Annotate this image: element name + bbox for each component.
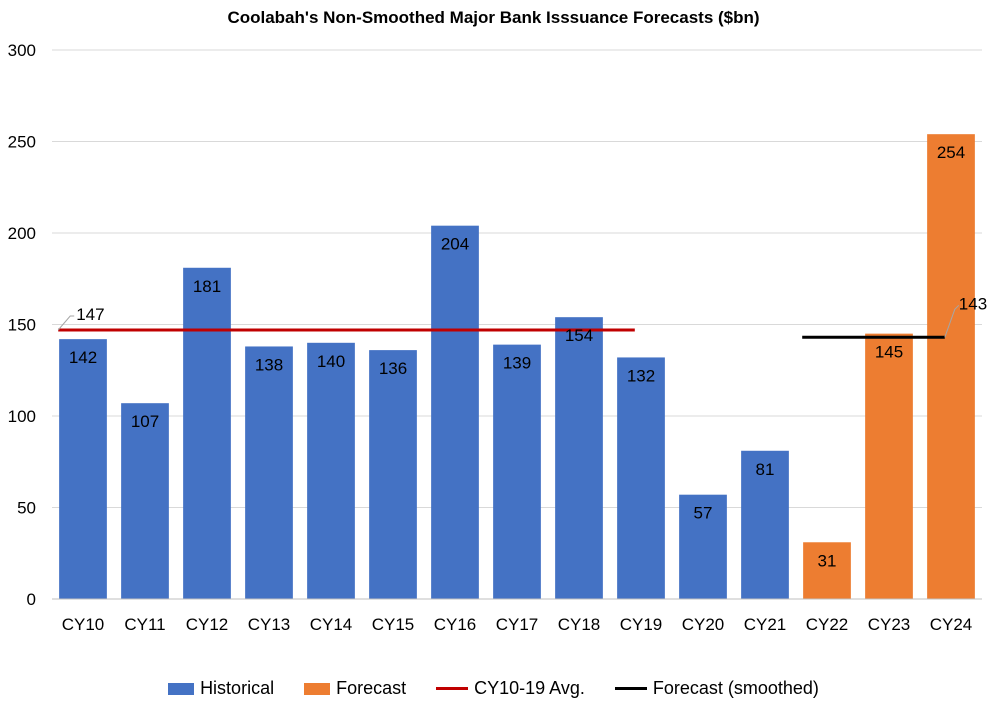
bar	[927, 134, 975, 599]
x-tick-label: CY17	[496, 615, 539, 634]
legend: Historical Forecast CY10-19 Avg. Forecas…	[0, 678, 987, 699]
bar	[245, 346, 293, 599]
legend-swatch-smoothed	[614, 687, 647, 690]
data-label: 139	[503, 354, 531, 373]
legend-swatch-historical	[168, 682, 195, 695]
legend-label-historical: Historical	[200, 678, 275, 698]
bar	[741, 450, 789, 599]
bar	[679, 494, 727, 599]
x-tick-label: CY24	[930, 615, 973, 634]
data-label: 154	[565, 326, 593, 345]
x-tick-label: CY10	[62, 615, 105, 634]
legend-label-smoothed: Forecast (smoothed)	[652, 678, 819, 698]
legend-label-average: CY10-19 Avg.	[474, 678, 585, 698]
x-tick-label: CY20	[682, 615, 725, 634]
data-label: 254	[937, 143, 965, 162]
bar	[369, 350, 417, 599]
leader-line	[944, 304, 960, 338]
legend-label-forecast: Forecast	[336, 678, 407, 698]
bar	[183, 267, 231, 599]
x-tick-label: CY11	[124, 615, 165, 634]
x-tick-label: CY18	[558, 615, 601, 634]
y-tick-label: 50	[17, 499, 36, 518]
y-tick-label: 150	[8, 316, 36, 335]
y-tick-label: 0	[27, 590, 36, 609]
x-tick-label: CY23	[868, 615, 911, 634]
bar	[555, 317, 603, 599]
data-label: 140	[317, 352, 345, 371]
data-label: 204	[441, 235, 469, 254]
x-tick-label: CY14	[310, 615, 353, 634]
bar	[121, 403, 169, 599]
bar	[803, 542, 851, 599]
legend-item-historical: Historical	[168, 678, 274, 699]
data-label: 107	[131, 412, 159, 431]
bar	[617, 357, 665, 599]
data-label: 81	[756, 460, 775, 479]
x-tick-label: CY12	[186, 615, 229, 634]
x-tick-label: CY22	[806, 615, 849, 634]
legend-item-average: CY10-19 Avg.	[436, 678, 585, 699]
x-tick-label: CY21	[744, 615, 787, 634]
data-label: 57	[694, 504, 713, 523]
bar	[431, 225, 479, 599]
y-tick-label: 100	[8, 407, 36, 426]
bar	[59, 339, 107, 599]
data-label: 31	[818, 551, 837, 570]
bar	[865, 333, 913, 599]
reference-line-label: 143	[959, 294, 987, 313]
legend-item-forecast: Forecast	[304, 678, 406, 699]
y-tick-label: 200	[8, 224, 36, 243]
data-label: 181	[193, 277, 221, 296]
legend-item-smoothed: Forecast (smoothed)	[614, 678, 819, 699]
bar	[493, 344, 541, 599]
chart-title: Coolabah's Non-Smoothed Major Bank Isssu…	[227, 8, 760, 27]
y-tick-label: 250	[8, 133, 36, 152]
legend-swatch-average	[436, 687, 469, 690]
x-tick-label: CY16	[434, 615, 477, 634]
data-label: 142	[69, 348, 97, 367]
x-tick-label: CY13	[248, 615, 291, 634]
data-label: 132	[627, 366, 655, 385]
data-label: 138	[255, 355, 283, 374]
bar	[307, 342, 355, 599]
x-tick-label: CY19	[620, 615, 663, 634]
data-label: 136	[379, 359, 407, 378]
reference-line-label: 147	[76, 305, 104, 324]
legend-swatch-forecast	[304, 682, 331, 695]
leader-line	[57, 315, 75, 331]
data-label: 145	[875, 343, 903, 362]
y-tick-label: 300	[8, 41, 36, 60]
x-tick-label: CY15	[372, 615, 415, 634]
